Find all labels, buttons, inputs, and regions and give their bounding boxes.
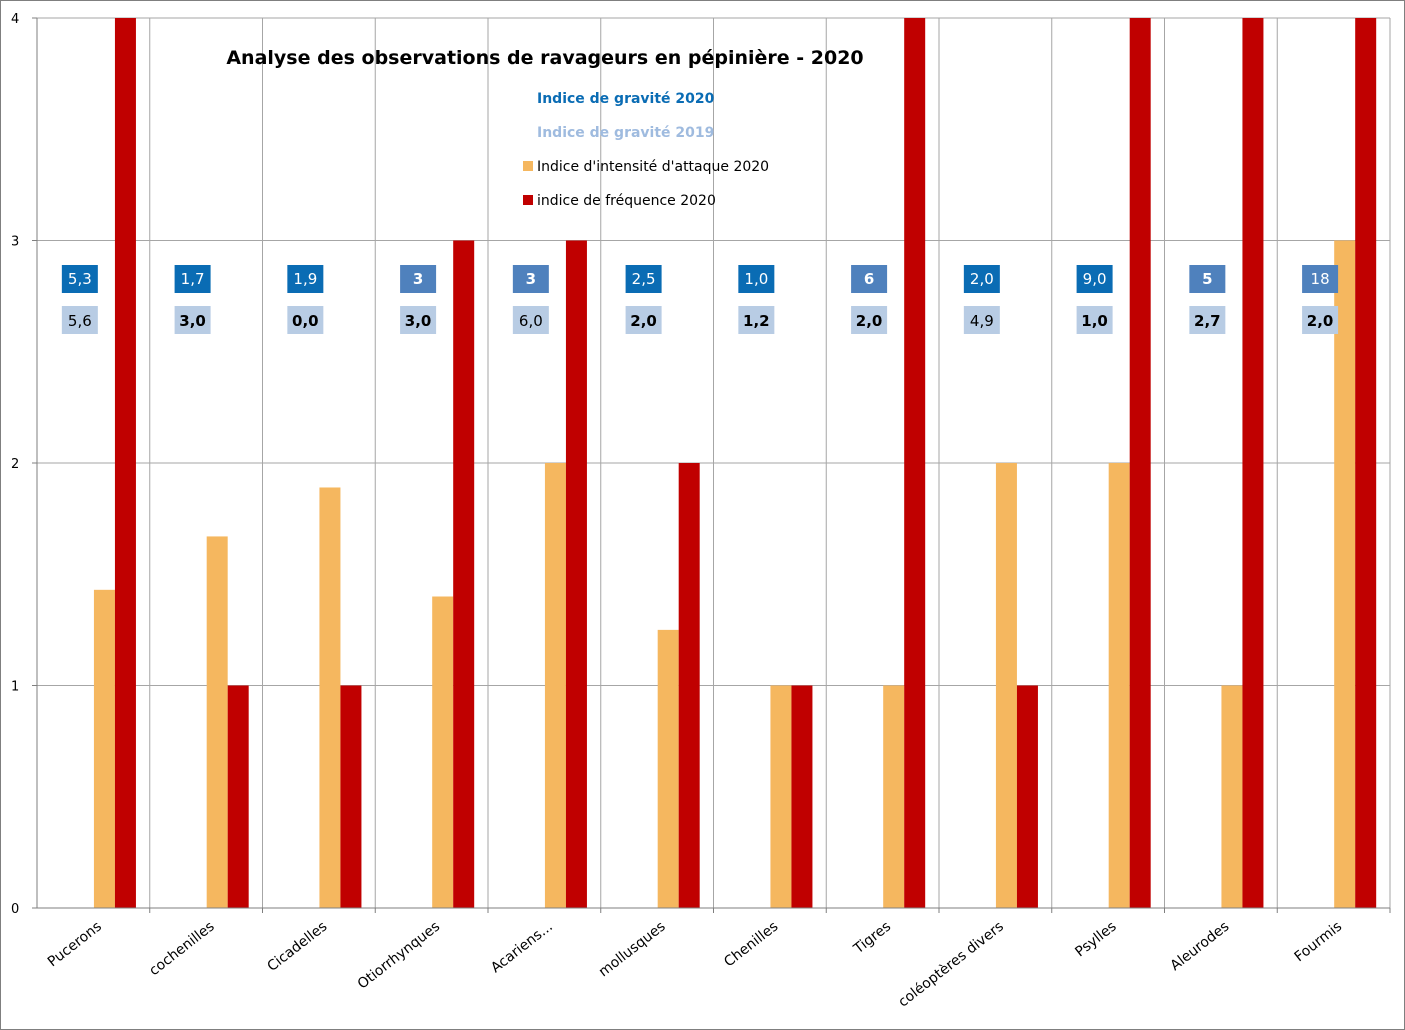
badge-gravite-2019: 6,0 [519, 312, 543, 330]
badge-gravite-2020-bg [625, 265, 662, 293]
badge-gravite-2019: 2,0 [630, 312, 657, 330]
bar-intensite-6 [770, 685, 792, 908]
bar-frequence-8 [1016, 685, 1038, 908]
badge-gravite-2020-bg [512, 265, 549, 293]
badge-gravite-2019: 2,0 [1307, 312, 1334, 330]
bar-intensite-0 [93, 589, 115, 908]
badge-gravite-2020-bg [287, 265, 324, 293]
badge-gravite-2020-bg [1189, 265, 1226, 293]
badge-gravite-2020: 18 [1311, 270, 1330, 288]
bar-intensite-4 [544, 463, 566, 908]
chart-title: Analyse des observations de ravageurs en… [226, 47, 863, 69]
ytick-label: 2 [11, 457, 19, 472]
bar-frequence-11 [1355, 18, 1377, 908]
badge-gravite-2020: 6 [864, 270, 874, 288]
badge-gravite-2020-bg [61, 265, 98, 293]
badge-gravite-2019: 3,0 [405, 312, 432, 330]
badge-gravite-2020-bg [400, 265, 437, 293]
badge-gravite-2020: 2,0 [970, 270, 994, 288]
badge-gravite-2019-bg [400, 306, 437, 334]
legend-swatch-intensite [523, 161, 533, 171]
badge-gravite-2020-bg [963, 265, 1000, 293]
bar-frequence-0 [114, 18, 136, 908]
badge-gravite-2019-bg [287, 306, 324, 334]
bar-frequence-3 [453, 240, 475, 908]
bar-intensite-9 [1108, 463, 1130, 908]
bar-intensite-8 [995, 463, 1017, 908]
badge-gravite-2019: 1,2 [743, 312, 770, 330]
bar-intensite-7 [883, 685, 905, 908]
ytick-label: 4 [11, 12, 19, 27]
badge-gravite-2020-bg [1076, 265, 1113, 293]
badge-gravite-2019: 2,7 [1194, 312, 1221, 330]
bar-frequence-5 [678, 463, 700, 908]
badge-gravite-2019-bg [851, 306, 888, 334]
badge-gravite-2020: 1,7 [181, 270, 205, 288]
ytick-label: 1 [11, 680, 19, 695]
badge-gravite-2020-bg [738, 265, 775, 293]
ytick-label: 0 [11, 902, 19, 917]
badge-gravite-2020: 9,0 [1083, 270, 1107, 288]
legend-intensite: Indice d'intensité d'attaque 2020 [537, 159, 769, 175]
badge-gravite-2019-bg [738, 306, 775, 334]
badge-gravite-2020-bg [1302, 265, 1339, 293]
badge-gravite-2019: 1,0 [1081, 312, 1108, 330]
badge-gravite-2019-bg [1302, 306, 1339, 334]
badge-gravite-2020-bg [174, 265, 211, 293]
ytick-label: 3 [11, 235, 19, 250]
legend: Indice de gravité 2020 Indice de gravité… [523, 91, 769, 209]
badge-gravite-2019-bg [1189, 306, 1226, 334]
badge-gravite-2019: 2,0 [856, 312, 883, 330]
badge-gravite-2019-bg [512, 306, 549, 334]
bar-intensite-5 [657, 629, 679, 908]
badge-gravite-2019: 0,0 [292, 312, 319, 330]
badge-gravite-2020: 1,0 [744, 270, 768, 288]
bar-intensite-2 [319, 487, 341, 908]
badge-gravite-2019: 4,9 [970, 312, 994, 330]
badge-gravite-2019: 3,0 [179, 312, 206, 330]
bar-frequence-7 [904, 18, 926, 908]
badge-gravite-2019-bg [61, 306, 98, 334]
bar-frequence-9 [1129, 18, 1151, 908]
bar-intensite-1 [206, 536, 228, 908]
badge-gravite-2020-bg [851, 265, 888, 293]
bar-frequence-10 [1242, 18, 1264, 908]
legend-swatch-frequence [523, 195, 533, 205]
badge-gravite-2019-bg [963, 306, 1000, 334]
badge-gravite-2020: 3 [526, 270, 536, 288]
bar-intensite-11 [1334, 240, 1356, 908]
badge-gravite-2020: 3 [413, 270, 423, 288]
bar-frequence-4 [565, 240, 587, 908]
badge-gravite-2019: 5,6 [68, 312, 92, 330]
badge-gravite-2020: 2,5 [632, 270, 656, 288]
badge-gravite-2019-bg [1076, 306, 1113, 334]
badge-gravite-2020: 5 [1202, 270, 1212, 288]
bar-frequence-2 [340, 685, 362, 908]
gravity-badges: 5,3 5,6 1,7 3,0 1,9 0,0 3 3,0 3 6,0 2,5 2,0 1,0 1,2 6 2… [61, 265, 1339, 334]
badge-gravite-2019-bg [174, 306, 211, 334]
bars [93, 18, 1377, 908]
badge-gravite-2019-bg [625, 306, 662, 334]
bar-frequence-1 [227, 685, 249, 908]
bar-frequence-6 [791, 685, 813, 908]
gridlines [36, 17, 1391, 908]
legend-gravite-2020: Indice de gravité 2020 [537, 91, 715, 107]
legend-gravite-2019: Indice de gravité 2019 [537, 125, 714, 141]
badge-gravite-2020: 1,9 [293, 270, 317, 288]
bar-intensite-10 [1221, 685, 1243, 908]
bar-intensite-3 [432, 596, 454, 908]
badge-gravite-2020: 5,3 [68, 270, 92, 288]
legend-frequence: indice de fréquence 2020 [537, 193, 716, 209]
